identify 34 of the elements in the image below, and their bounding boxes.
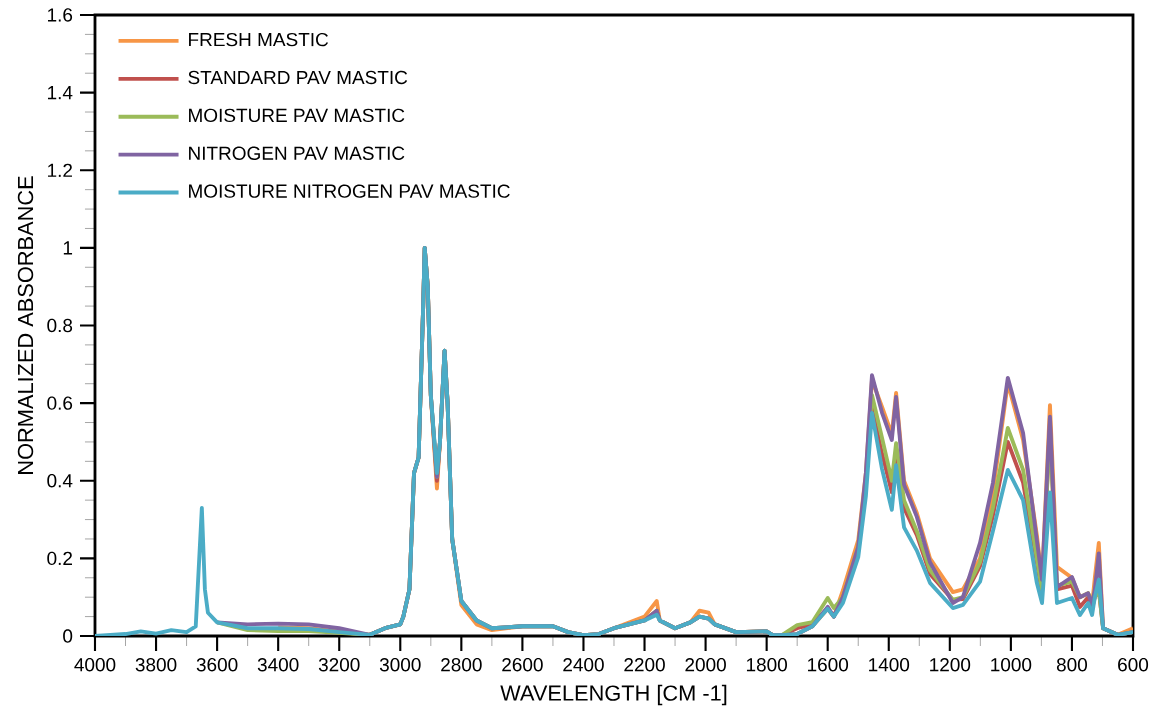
x-tick-label: 2400 [563,658,604,672]
legend-label: MOISTURE PAV MASTIC [189,108,405,123]
x-tick-label: 3600 [196,658,238,672]
x-tick-label: 3400 [257,658,299,672]
y-tick-label: 0.4 [47,474,73,488]
x-tick-label: 1000 [991,658,1032,672]
y-tick-label: 1.4 [48,86,73,100]
y-tick-label: 1.2 [48,163,72,177]
legend-label: STANDARD PAV MASTIC [188,70,408,85]
x-tick-label: 3200 [318,658,360,672]
x-tick-label: 1200 [930,658,971,672]
x-tick-label: 800 [1056,658,1088,672]
y-axis-title: NORMALIZED ABSORBANCE [17,176,34,474]
x-tick-label: 3800 [135,658,177,672]
x-tick-label: 1800 [746,658,787,672]
y-tick-label: 0.8 [47,318,73,333]
x-tick-label: 1600 [808,658,849,672]
x-tick-label: 2600 [502,658,543,672]
y-tick-label: 1.6 [48,8,73,22]
x-tick-label: 600 [1118,658,1149,672]
x-tick-label: 3000 [379,658,421,672]
x-tick-label: 4000 [74,658,116,672]
legend-label: FRESH MASTIC [189,32,329,47]
x-tick-label: 2800 [441,658,482,672]
x-tick-label: 2000 [685,658,726,672]
x-axis-title: WAVELENGTH [CM -1] [500,684,727,706]
legend-label: MOISTURE NITROGEN PAV MASTIC [189,184,510,198]
x-tick-label: 2200 [624,658,665,672]
y-tick-label: 0.2 [47,551,72,566]
x-tick-label: 1400 [869,658,910,672]
y-tick-label: 0 [63,629,73,643]
legend-label: NITROGEN PAV MASTIC [189,146,405,160]
y-tick-label: 0.6 [47,396,73,410]
y-tick-label: 1 [63,241,73,255]
